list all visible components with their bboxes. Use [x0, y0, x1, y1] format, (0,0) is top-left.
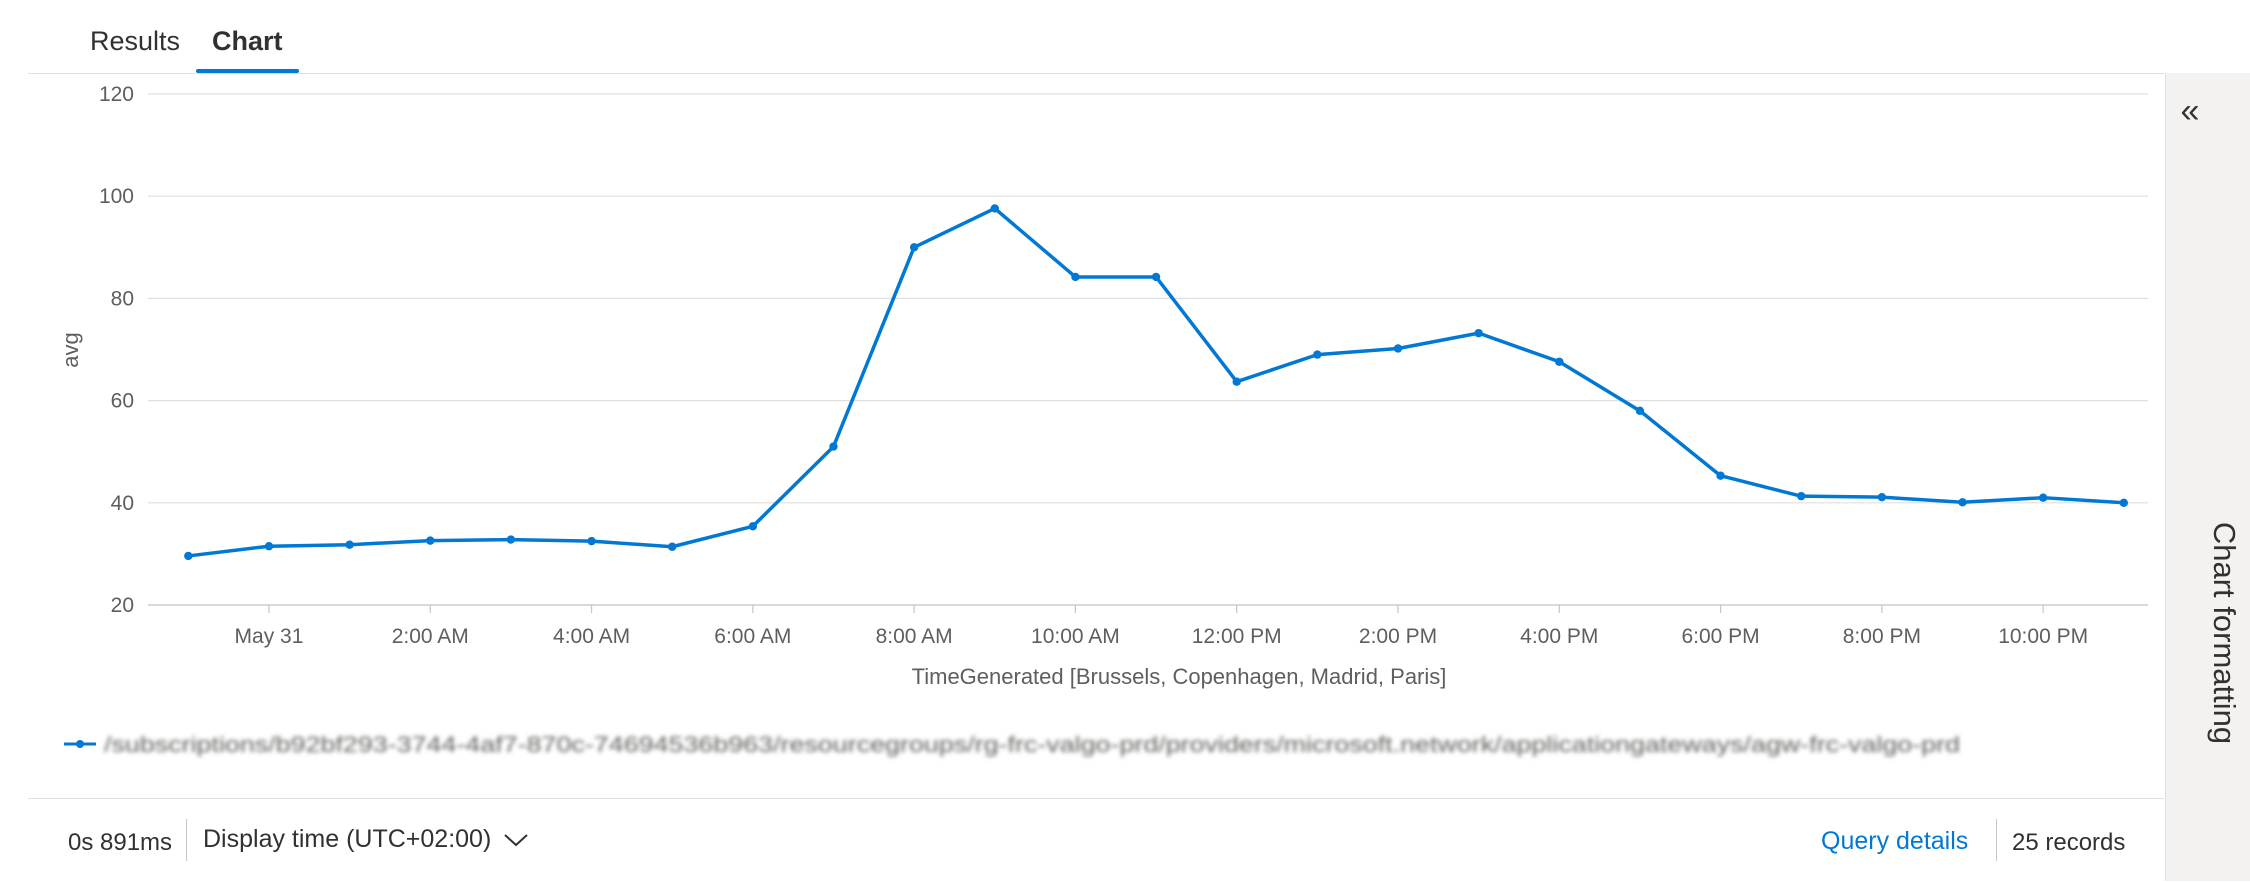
chart-legend: /subscriptions/b92bf293-3744-4af7-870c-7… — [64, 732, 1960, 757]
data-point[interactable] — [1635, 406, 1645, 416]
y-tick-label: 20 — [111, 594, 134, 617]
x-tick-label: 6:00 PM — [1681, 625, 1759, 648]
tab-chart[interactable]: Chart — [196, 22, 299, 73]
display-time-dropdown[interactable]: Display time (UTC+02:00) — [203, 825, 529, 854]
data-point[interactable] — [1151, 272, 1161, 282]
data-point[interactable] — [345, 540, 354, 549]
x-tick-label: 8:00 AM — [876, 625, 953, 648]
data-point[interactable] — [1313, 350, 1322, 359]
x-tick-label: 10:00 PM — [1998, 625, 2088, 648]
double-chevron-left-icon[interactable]: « — [2180, 92, 2200, 130]
x-tick-label: 4:00 AM — [553, 625, 630, 648]
tab-results[interactable]: Results — [90, 26, 181, 56]
data-point[interactable] — [506, 535, 516, 544]
legend-dot-marker — [76, 740, 84, 748]
data-point[interactable] — [1474, 328, 1483, 338]
y-tick-label: 120 — [99, 83, 134, 106]
data-point[interactable] — [1232, 377, 1241, 386]
data-point[interactable] — [2119, 498, 2129, 507]
x-tick-label: 2:00 PM — [1359, 625, 1437, 648]
divider — [1996, 819, 1997, 861]
data-point[interactable] — [1797, 491, 1806, 501]
data-point[interactable] — [184, 551, 193, 561]
x-tick-label: May 31 — [235, 625, 304, 648]
tab-bar: Results Chart — [28, 0, 2164, 74]
chart-formatting-panel: « Chart formatting — [2165, 73, 2250, 881]
data-point[interactable] — [587, 536, 596, 546]
data-point[interactable] — [1877, 492, 1887, 502]
y-tick-label: 80 — [111, 287, 134, 310]
data-point[interactable] — [1958, 498, 1967, 507]
chart-formatting-toggle[interactable]: Chart formatting — [2207, 521, 2242, 745]
data-point[interactable] — [829, 442, 838, 451]
y-tick-label: 100 — [99, 185, 134, 208]
data-point[interactable] — [748, 522, 758, 531]
status-bar: 0s 891ms Display time (UTC+02:00) Query … — [28, 798, 2164, 882]
display-time-label: Display time (UTC+02:00) — [203, 825, 492, 853]
divider — [186, 819, 187, 861]
y-axis-title: avg — [58, 332, 83, 367]
data-point[interactable] — [2038, 493, 2048, 502]
x-tick-label: 2:00 AM — [392, 625, 469, 648]
data-point[interactable] — [426, 536, 435, 545]
data-point[interactable] — [1071, 272, 1080, 282]
x-tick-label: 12:00 PM — [1192, 625, 1282, 648]
data-point[interactable] — [1555, 357, 1564, 366]
line-chart: 20 40 60 80 100 120 May 31 2:00 AM 4:00 AM 6:00 A… — [58, 83, 2148, 757]
y-tick-label: 40 — [111, 492, 134, 515]
data-point[interactable] — [1716, 471, 1725, 480]
data-point[interactable] — [990, 204, 999, 213]
query-details-link[interactable]: Query details — [1821, 827, 1969, 855]
x-tick-label: 6:00 AM — [714, 625, 791, 648]
series-line — [188, 206, 2124, 558]
y-tick-label: 60 — [111, 390, 134, 413]
record-count: 25 records — [2012, 829, 2126, 856]
x-axis-title: TimeGenerated [Brussels, Copenhagen, Mad… — [912, 664, 1447, 689]
chevron-down-icon — [504, 833, 528, 846]
legend-series-name: /subscriptions/b92bf293-3744-4af7-870c-7… — [104, 732, 1960, 757]
x-tick-label: 10:00 AM — [1031, 625, 1120, 648]
chart-area: 20 40 60 80 100 120 May 31 2:00 AM 4:00 AM 6:00 A… — [28, 74, 2164, 794]
data-point[interactable] — [909, 243, 919, 252]
query-elapsed-time: 0s 891ms — [68, 829, 173, 856]
data-point[interactable] — [1393, 344, 1403, 353]
data-point[interactable] — [667, 542, 677, 551]
data-point[interactable] — [264, 542, 274, 551]
x-tick-label: 8:00 PM — [1843, 625, 1921, 648]
x-tick-label: 4:00 PM — [1520, 625, 1598, 648]
